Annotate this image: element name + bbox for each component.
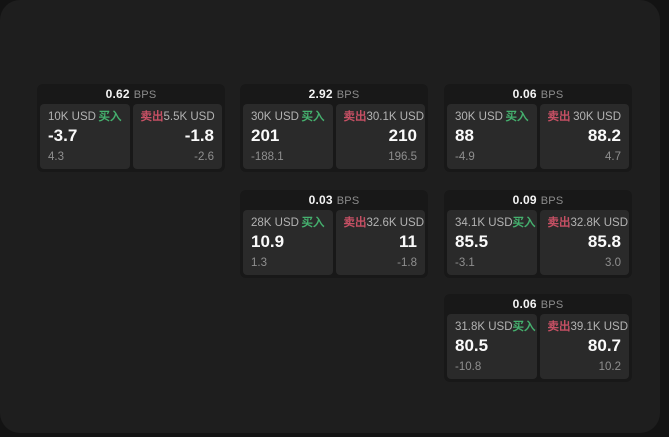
sell-price: 85.8 [587, 232, 621, 251]
buy-price: 85.5 [455, 232, 489, 251]
sell-change: 3.0 [605, 257, 621, 269]
tile-row: 28K USD 买入 10.9 1.3 卖出 32.6K USD 11 -1.8 [243, 210, 425, 275]
sell-side-label: 卖出 [547, 111, 571, 123]
buy-side-label: 买入 [301, 111, 325, 123]
quote-card: 0.09 BPS 34.1K USD 买入 85.5 -3.1 卖出 32.8K … [444, 190, 632, 278]
card-header: 2.92 BPS [240, 84, 428, 104]
buy-tile[interactable]: 28K USD 买入 10.9 1.3 [243, 210, 333, 275]
sell-size-label: 30.1K USD [366, 111, 425, 123]
buy-tile[interactable]: 10K USD 买入 -3.7 4.3 [40, 104, 130, 169]
tile-row: 34.1K USD 买入 85.5 -3.1 卖出 32.8K USD 85.8… [447, 210, 629, 275]
main-panel: 0.62 BPS 10K USD 买入 -3.7 4.3 卖出 5.5K USD … [0, 0, 660, 433]
bps-value: 0.06 [512, 297, 537, 311]
sell-size-label: 30K USD [573, 111, 621, 123]
card-header: 0.06 BPS [444, 84, 632, 104]
sell-side-label: 卖出 [140, 111, 164, 123]
sell-size-label: 32.6K USD [366, 217, 425, 229]
buy-side-label: 买入 [512, 321, 536, 333]
quote-card: 0.06 BPS 31.8K USD 买入 80.5 -10.8 卖出 39.1K… [444, 294, 632, 382]
sell-price: 80.7 [587, 336, 621, 355]
sell-tile[interactable]: 卖出 5.5K USD -1.8 -2.6 [132, 104, 222, 169]
sell-change: 196.5 [388, 151, 417, 163]
buy-price: 88 [455, 126, 474, 145]
sell-change: -2.6 [194, 151, 214, 163]
sell-side-label: 卖出 [547, 217, 571, 229]
bps-value: 0.03 [308, 193, 333, 207]
bps-unit: BPS [133, 89, 157, 101]
quote-card: 0.62 BPS 10K USD 买入 -3.7 4.3 卖出 5.5K USD … [37, 84, 225, 172]
buy-price: -3.7 [48, 126, 78, 145]
buy-tile[interactable]: 30K USD 买入 201 -188.1 [243, 104, 333, 169]
sell-change: 4.7 [605, 151, 621, 163]
buy-size-label: 30K USD [251, 111, 299, 123]
sell-tile[interactable]: 卖出 30.1K USD 210 196.5 [335, 104, 425, 169]
sell-size-label: 5.5K USD [163, 111, 215, 123]
sell-side-label: 卖出 [343, 217, 367, 229]
tile-row: 31.8K USD 买入 80.5 -10.8 卖出 39.1K USD 80.… [447, 314, 629, 379]
quote-card: 2.92 BPS 30K USD 买入 201 -188.1 卖出 30.1K U… [240, 84, 428, 172]
sell-price: 11 [399, 232, 417, 251]
card-header: 0.62 BPS [37, 84, 225, 104]
buy-side-label: 买入 [505, 111, 529, 123]
buy-size-label: 31.8K USD [455, 321, 513, 333]
buy-change: 1.3 [251, 257, 267, 269]
bps-unit: BPS [336, 195, 360, 207]
buy-side-label: 买入 [98, 111, 122, 123]
sell-side-label: 卖出 [343, 111, 367, 123]
sell-price: 88.2 [587, 126, 621, 145]
bps-value: 0.62 [105, 87, 130, 101]
sell-tile[interactable]: 卖出 30K USD 88.2 4.7 [539, 104, 629, 169]
card-header: 0.06 BPS [444, 294, 632, 314]
bps-value: 2.92 [308, 87, 333, 101]
buy-change: -188.1 [251, 151, 284, 163]
tile-row: 10K USD 买入 -3.7 4.3 卖出 5.5K USD -1.8 -2.… [40, 104, 222, 169]
card-header: 0.09 BPS [444, 190, 632, 210]
buy-price: 201 [251, 126, 280, 145]
sell-tile[interactable]: 卖出 32.6K USD 11 -1.8 [335, 210, 425, 275]
quote-card: 0.03 BPS 28K USD 买入 10.9 1.3 卖出 32.6K USD… [240, 190, 428, 278]
sell-size-label: 39.1K USD [570, 321, 629, 333]
buy-tile[interactable]: 30K USD 买入 88 -4.9 [447, 104, 537, 169]
tile-row: 30K USD 买入 88 -4.9 卖出 30K USD 88.2 4.7 [447, 104, 629, 169]
buy-change: -4.9 [455, 151, 475, 163]
sell-price: 210 [388, 126, 417, 145]
sell-tile[interactable]: 卖出 39.1K USD 80.7 10.2 [539, 314, 629, 379]
buy-size-label: 30K USD [455, 111, 503, 123]
buy-price: 80.5 [455, 336, 489, 355]
sell-change: -1.8 [397, 257, 417, 269]
bps-unit: BPS [336, 89, 360, 101]
buy-size-label: 28K USD [251, 217, 299, 229]
buy-tile[interactable]: 34.1K USD 买入 85.5 -3.1 [447, 210, 537, 275]
buy-price: 10.9 [251, 232, 285, 251]
buy-size-label: 10K USD [48, 111, 96, 123]
buy-change: -3.1 [455, 257, 475, 269]
buy-change: -10.8 [455, 361, 482, 373]
buy-change: 4.3 [48, 151, 64, 163]
sell-tile[interactable]: 卖出 32.8K USD 85.8 3.0 [539, 210, 629, 275]
sell-change: 10.2 [598, 361, 621, 373]
buy-side-label: 买入 [301, 217, 325, 229]
card-header: 0.03 BPS [240, 190, 428, 210]
bps-unit: BPS [540, 89, 564, 101]
sell-side-label: 卖出 [547, 321, 571, 333]
buy-size-label: 34.1K USD [455, 217, 513, 229]
quote-card: 0.06 BPS 30K USD 买入 88 -4.9 卖出 30K USD 88… [444, 84, 632, 172]
bps-value: 0.06 [512, 87, 537, 101]
bps-value: 0.09 [512, 193, 537, 207]
bps-unit: BPS [540, 195, 564, 207]
buy-tile[interactable]: 31.8K USD 买入 80.5 -10.8 [447, 314, 537, 379]
bps-unit: BPS [540, 299, 564, 311]
sell-size-label: 32.8K USD [570, 217, 629, 229]
tile-row: 30K USD 买入 201 -188.1 卖出 30.1K USD 210 1… [243, 104, 425, 169]
sell-price: -1.8 [184, 126, 214, 145]
buy-side-label: 买入 [512, 217, 536, 229]
